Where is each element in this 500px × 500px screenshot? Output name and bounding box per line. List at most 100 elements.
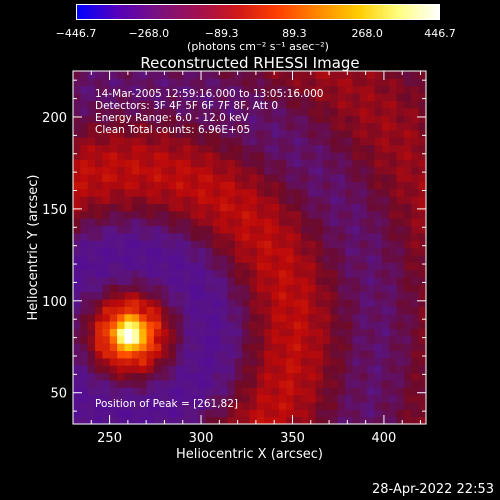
heatmap-cell <box>242 122 251 131</box>
heatmap-cell <box>73 196 81 204</box>
heatmap-cell <box>374 328 383 337</box>
heatmap-cell <box>323 240 331 249</box>
heatmap-cell <box>411 313 420 322</box>
heatmap-cell <box>359 225 368 234</box>
heatmap-cell <box>139 85 148 94</box>
heatmap-cell <box>264 350 273 359</box>
heatmap-cell <box>418 173 427 182</box>
heatmap-cell <box>80 372 89 381</box>
heatmap-cell <box>323 218 331 227</box>
heatmap-cell <box>73 247 81 256</box>
heatmap-cell <box>396 365 405 374</box>
heatmap-cell <box>330 372 339 381</box>
heatmap-cell <box>337 291 346 300</box>
heatmap-cell <box>175 188 184 197</box>
heatmap-cell <box>168 203 177 212</box>
heatmap-cell <box>278 232 287 241</box>
heatmap-cell <box>234 269 243 278</box>
heatmap-cell <box>153 181 162 190</box>
heatmap-cell <box>256 321 265 329</box>
heatmap-cell <box>168 173 177 182</box>
timestamp: 28-Apr-2022 22:53 <box>372 482 494 497</box>
heatmap-cell <box>367 335 376 344</box>
heatmap-cell <box>293 254 302 263</box>
heatmap-cell <box>109 357 118 366</box>
heatmap-cell <box>131 379 140 388</box>
heatmap-cell <box>183 416 192 425</box>
heatmap-cell <box>139 100 148 109</box>
heatmap-cell <box>220 365 229 374</box>
heatmap-cell <box>300 166 309 175</box>
heatmap-cell <box>337 357 346 366</box>
heatmap-cell <box>80 365 89 374</box>
heatmap-cell <box>403 196 412 204</box>
heatmap-cell <box>153 107 162 116</box>
heatmap-cell <box>300 137 309 146</box>
heatmap-cell <box>227 203 236 212</box>
heatmap-cell <box>323 107 331 116</box>
heatmap-cell <box>389 232 398 241</box>
heatmap-cell <box>337 401 346 410</box>
heatmap-cell <box>367 321 376 329</box>
heatmap-cell <box>234 85 243 94</box>
heatmap-cell <box>315 196 324 204</box>
heatmap-cell <box>109 350 118 359</box>
heatmap-cell <box>418 93 427 102</box>
heatmap-cell <box>73 306 81 315</box>
heatmap-cell <box>168 247 177 256</box>
heatmap-cell <box>168 78 177 87</box>
heatmap-cell <box>411 372 420 381</box>
heatmap-cell <box>220 372 229 381</box>
heatmap-cell <box>95 93 104 102</box>
heatmap-cell <box>124 365 133 374</box>
heatmap-cell <box>234 151 243 160</box>
heatmap-cell <box>139 71 148 79</box>
heatmap-cell <box>411 100 420 109</box>
heatmap-cell <box>87 387 96 396</box>
heatmap-cell <box>153 218 162 227</box>
heatmap-cell <box>359 85 368 94</box>
heatmap-cell <box>389 137 398 146</box>
heatmap-cell <box>242 401 251 410</box>
heatmap-cell <box>381 269 390 278</box>
heatmap-cell <box>205 284 214 293</box>
heatmap-cell <box>374 416 383 425</box>
heatmap-cell <box>389 122 398 131</box>
heatmap-cell <box>146 240 155 249</box>
heatmap-cell <box>73 394 81 403</box>
heatmap-cell <box>175 181 184 190</box>
heatmap-cell <box>345 210 354 219</box>
heatmap-cell <box>227 328 236 337</box>
heatmap-cell <box>264 107 273 116</box>
heatmap-cell <box>227 247 236 256</box>
heatmap-cell <box>198 313 206 322</box>
heatmap-cell <box>337 269 346 278</box>
heatmap-cell <box>337 298 346 307</box>
heatmap-cell <box>418 100 427 109</box>
heatmap-cell <box>293 284 302 293</box>
heatmap-cell <box>117 372 126 381</box>
heatmap-cell <box>73 71 81 79</box>
heatmap-cell <box>190 218 199 227</box>
heatmap-cell <box>124 210 133 219</box>
heatmap-cell <box>161 409 170 418</box>
heatmap-cell <box>300 262 309 271</box>
heatmap-cell <box>418 78 427 87</box>
heatmap-cell <box>352 350 361 359</box>
heatmap-cell <box>139 218 148 227</box>
heatmap-cell <box>396 166 405 175</box>
heatmap-cell <box>190 166 199 175</box>
heatmap-cell <box>403 218 412 227</box>
heatmap-cell <box>183 269 192 278</box>
heatmap-cell <box>381 284 390 293</box>
heatmap-cell <box>212 409 221 418</box>
heatmap-cells <box>73 71 427 425</box>
heatmap-cell <box>367 218 376 227</box>
heatmap-cell <box>131 254 140 263</box>
heatmap-cell <box>175 298 184 307</box>
heatmap-cell <box>278 321 287 329</box>
heatmap-cell <box>308 350 317 359</box>
heatmap-cell <box>161 365 170 374</box>
heatmap-cell <box>367 291 376 300</box>
heatmap-cell <box>139 298 148 307</box>
